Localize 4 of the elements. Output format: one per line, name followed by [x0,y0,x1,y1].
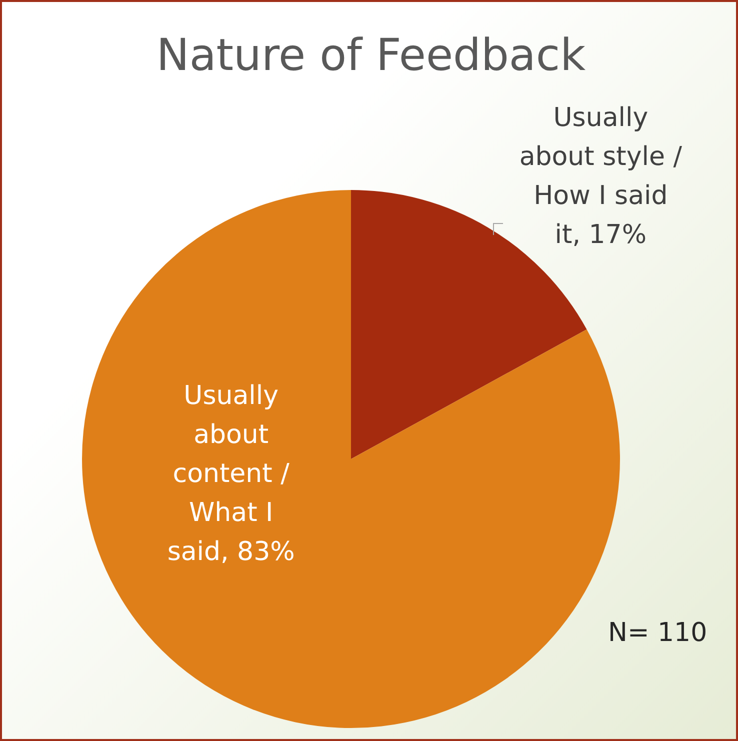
text: N= 110 [608,618,708,648]
slice-label: Usually about content / What I said, 83% [167,381,295,568]
chart-title: Nature of Feedback [155,30,587,81]
slice-label: Usually about style / How I said it, 17% [519,103,682,250]
